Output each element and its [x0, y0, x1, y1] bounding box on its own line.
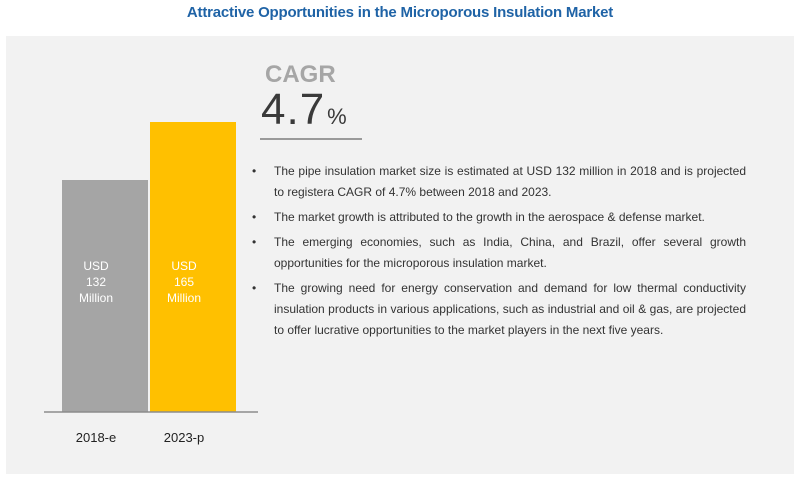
highlight-item: • The emerging economies, such as India, …	[250, 232, 746, 274]
highlight-text: The pipe insulation market size is estim…	[274, 164, 746, 199]
data-label: 165	[174, 275, 194, 289]
highlight-item: • The pipe insulation market size is esti…	[250, 161, 746, 203]
bullet-marker: •	[252, 164, 257, 178]
data-label: Million	[79, 291, 113, 305]
bar-2023-p	[150, 122, 236, 412]
highlight-text: The growing need for energy conservation…	[274, 281, 746, 337]
cagr-label: CAGR	[265, 61, 336, 88]
x-tick-label: 2018-e	[76, 430, 116, 445]
highlight-text: The market growth is attributed to the g…	[274, 210, 705, 224]
bullet-marker: •	[252, 210, 257, 224]
highlights-list: • The pipe insulation market size is esti…	[250, 161, 746, 345]
data-label: USD	[83, 259, 109, 273]
cagr-number: 4.7	[261, 85, 326, 134]
highlight-item: • The growing need for energy conservatio…	[250, 278, 746, 341]
page-title: Attractive Opportunities in the Micropor…	[186, 4, 614, 21]
data-label: USD	[171, 259, 197, 273]
cagr-divider	[260, 138, 362, 140]
bullet-marker: •	[252, 235, 257, 249]
bullet-marker: •	[252, 281, 257, 295]
highlight-item: • The market growth is attributed to the …	[250, 207, 746, 228]
data-label: 132	[86, 275, 106, 289]
data-label: Million	[167, 291, 201, 305]
x-tick-label: 2023-p	[164, 430, 204, 445]
highlight-text: The emerging economies, such as India, C…	[274, 235, 746, 270]
cagr-value: 4.7%	[261, 88, 347, 132]
bar-2018-e	[62, 180, 148, 412]
cagr-unit: %	[327, 104, 347, 129]
